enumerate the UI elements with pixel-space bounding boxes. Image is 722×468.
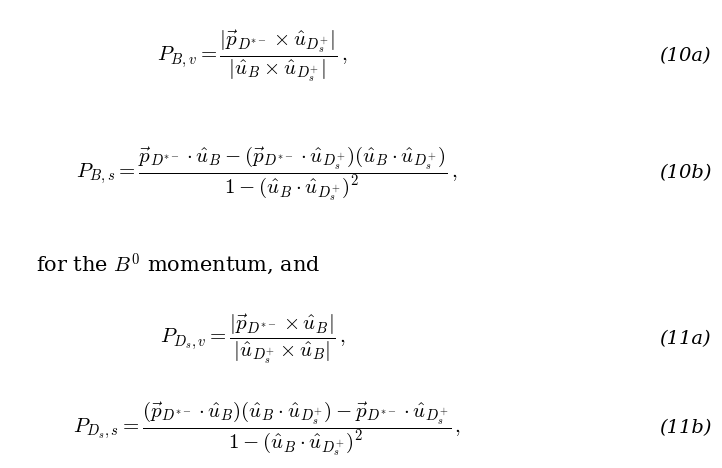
Text: $P_{B,v} = \dfrac{|\vec{p}_{D^{*-}} \times \hat{u}_{D_s^{+}}|}{|\hat{u}_B \times: $P_{B,v} = \dfrac{|\vec{p}_{D^{*-}} \tim…	[157, 29, 348, 84]
Text: (11a): (11a)	[659, 330, 711, 348]
Text: $P_{D_s,s} = \dfrac{(\vec{p}_{D^{*-}} \cdot \hat{u}_B)(\hat{u}_B \cdot \hat{u}_{: $P_{D_s,s} = \dfrac{(\vec{p}_{D^{*-}} \c…	[73, 399, 461, 458]
Text: (11b): (11b)	[658, 419, 711, 437]
Text: (10b): (10b)	[658, 164, 711, 182]
Text: $P_{B,s} = \dfrac{\vec{p}_{D^{*-}} \cdot \hat{u}_B - (\vec{p}_{D^{*-}} \cdot \ha: $P_{B,s} = \dfrac{\vec{p}_{D^{*-}} \cdot…	[77, 144, 458, 203]
Text: (10a): (10a)	[659, 47, 711, 65]
Text: for the $B^0$ momentum, and: for the $B^0$ momentum, and	[36, 251, 321, 278]
Text: $P_{D_s,v} = \dfrac{|\vec{p}_{D^{*-}} \times \hat{u}_B|}{|\hat{u}_{D_s^{+}} \tim: $P_{D_s,v} = \dfrac{|\vec{p}_{D^{*-}} \t…	[160, 313, 346, 366]
